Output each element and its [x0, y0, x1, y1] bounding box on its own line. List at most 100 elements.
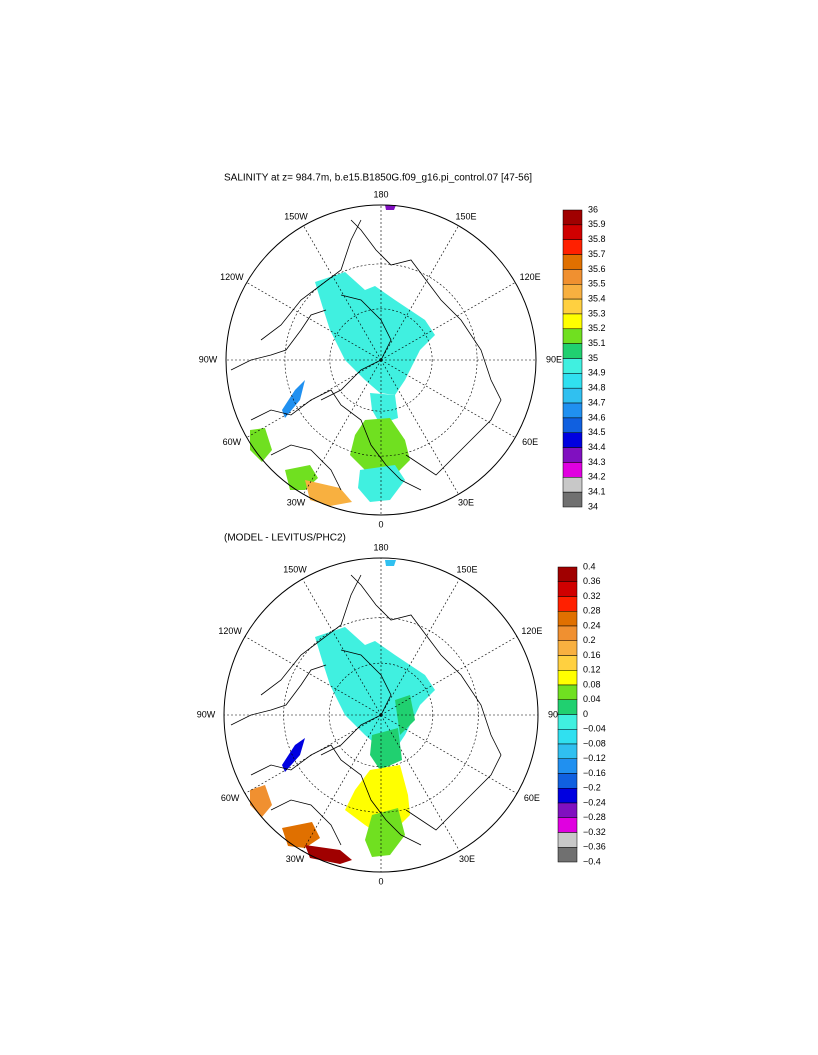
colorbar-label: −0.36 [583, 842, 606, 852]
colorbar-box [562, 298, 583, 315]
colorbar-box [557, 699, 578, 715]
colorbar-box [557, 847, 578, 863]
colorbar-box [562, 373, 583, 389]
colorbar-label: 0.04 [583, 694, 601, 704]
map-boundary [223, 557, 539, 873]
colorbar-label: 0.4 [583, 561, 596, 571]
colorbar-box [562, 402, 583, 419]
longitude-label: 0 [378, 519, 383, 529]
coastline [250, 389, 422, 491]
meridian [246, 359, 382, 438]
colorbar-label: 0.2 [583, 635, 596, 645]
colorbar-label: 0.08 [583, 679, 601, 689]
colorbar-label: 34.4 [588, 442, 606, 452]
longitude-label: 0 [378, 876, 383, 886]
field-region [305, 480, 352, 506]
coastline [270, 444, 342, 491]
longitude-label: 120E [521, 626, 542, 636]
colorbar-box [557, 581, 578, 597]
field-region [315, 272, 435, 395]
field [250, 205, 435, 506]
colorbar-box [562, 269, 583, 285]
colorbar-label: 35.7 [588, 249, 606, 259]
colorbar-label: 0.24 [583, 620, 601, 630]
colorbar-label: −0.2 [583, 783, 601, 793]
longitude-label: 90W [199, 354, 218, 364]
colorbar-label: 35.3 [588, 308, 606, 318]
colorbar-box [562, 358, 583, 374]
colorbar-box [557, 832, 578, 848]
colorbar-label: −0.04 [583, 724, 606, 734]
meridian [380, 225, 459, 361]
colorbar-label: 35.6 [588, 264, 606, 274]
colorbar-box [562, 491, 583, 508]
colorbar-box [562, 447, 583, 463]
latitude-circle [329, 308, 433, 412]
longitude-label: 90E [548, 709, 564, 719]
field-region [370, 393, 398, 424]
colorbar-box [562, 432, 583, 448]
field-region [358, 465, 405, 502]
longitude-label: 60E [522, 437, 538, 447]
longitude-label: 180 [373, 542, 388, 552]
colorbar-box [562, 417, 583, 433]
longitude-label: 150E [456, 565, 477, 575]
map-title: SALINITY at z= 984.7m, b.e15.B1850G.f09_… [224, 173, 532, 184]
map-title: (MODEL - LEVITUS/PHC2) [224, 533, 346, 544]
longitude-label: 30E [458, 497, 474, 507]
colorbar-label: −0.4 [583, 856, 601, 866]
colorbar-box [557, 670, 578, 686]
colorbar-label: 34.6 [588, 412, 606, 422]
colorbar-box [557, 625, 578, 641]
colorbar-label: 0.36 [583, 576, 601, 586]
field-region [282, 822, 320, 848]
colorbar-box [557, 596, 578, 612]
field-region [305, 845, 352, 864]
map-panel: SALINITY at z= 984.7m, b.e15.B1850G.f09_… [199, 173, 606, 530]
colorbar-label: −0.28 [583, 812, 606, 822]
longitude-label: 150W [284, 211, 308, 221]
field-region [282, 738, 305, 772]
colorbar-label: −0.24 [583, 797, 606, 807]
coastline [270, 799, 342, 846]
meridian [380, 359, 516, 438]
coastline [260, 574, 362, 696]
colorbar-box [557, 684, 578, 700]
longitude-label: 60W [223, 437, 242, 447]
colorbar-label: 35.9 [588, 219, 606, 229]
colorbar-label: 35.8 [588, 234, 606, 244]
colorbar-label: 34.2 [588, 472, 606, 482]
colorbar-box [557, 655, 578, 671]
colorbar-label: 34.7 [588, 397, 606, 407]
coastline [320, 294, 392, 401]
longitude-label: 120E [520, 272, 541, 282]
field-region [250, 785, 272, 817]
colorbar-label: 34.5 [588, 427, 606, 437]
colorbar-box [562, 224, 583, 240]
colorbar-box [562, 284, 583, 300]
meridian [380, 359, 459, 495]
field-region [282, 380, 305, 418]
coastline [250, 744, 422, 846]
colorbar-box [562, 313, 583, 330]
longitude-label: 180 [373, 189, 388, 199]
longitude-label: 30W [287, 497, 306, 507]
colorbar-box [562, 328, 583, 344]
meridian [303, 359, 382, 495]
longitude-label: 90W [197, 709, 216, 719]
colorbar-box [557, 729, 578, 745]
colorbar-box [557, 743, 578, 759]
colorbar-label: 0.32 [583, 591, 601, 601]
colorbar-box [557, 773, 578, 789]
latitude-circle [328, 662, 434, 768]
colorbar-label: 34 [588, 501, 598, 511]
colorbar-label: 34.9 [588, 368, 606, 378]
colorbar-box [557, 802, 578, 818]
field-region [370, 728, 402, 770]
longitude-label: 30W [286, 854, 305, 864]
colorbar-label: −0.08 [583, 738, 606, 748]
coastline [350, 574, 502, 831]
colorbar-label: −0.32 [583, 827, 606, 837]
field [250, 560, 435, 864]
